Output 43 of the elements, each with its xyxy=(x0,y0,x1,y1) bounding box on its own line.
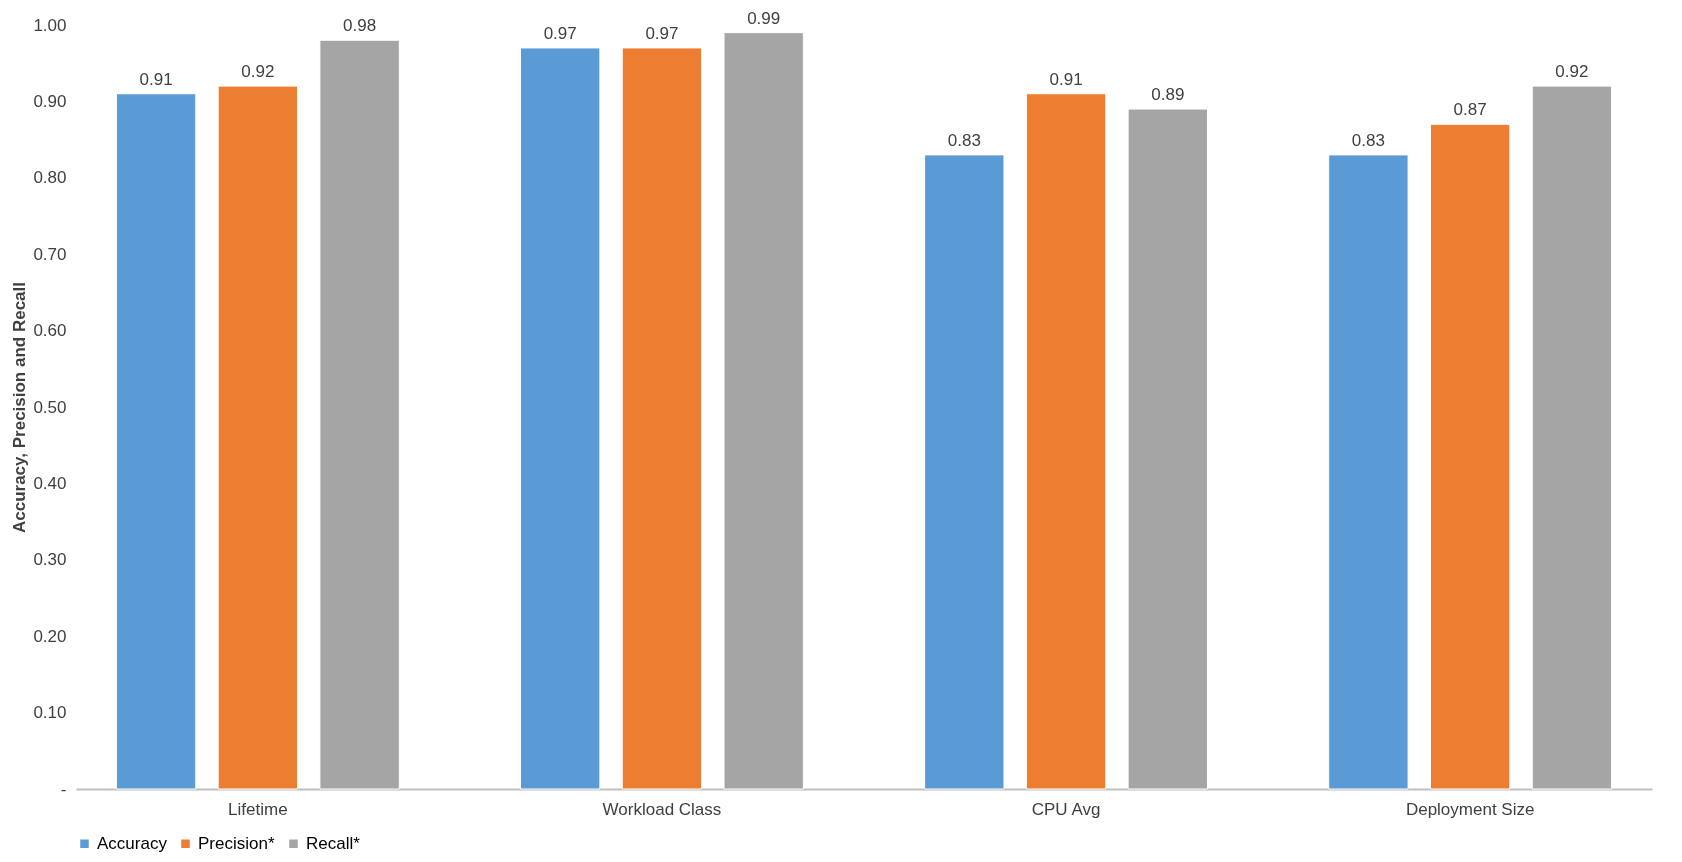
data-label: 0.99 xyxy=(747,8,781,28)
data-label: 0.87 xyxy=(1453,100,1487,120)
y-tick-label: 0.50 xyxy=(33,397,67,417)
y-axis-title: Accuracy, Precision and Recall xyxy=(10,281,30,534)
bar xyxy=(1025,93,1107,790)
x-tick-label: Lifetime xyxy=(228,799,288,819)
bar xyxy=(924,154,1005,790)
bar xyxy=(520,47,601,790)
bar xyxy=(1429,123,1511,790)
data-label: 0.83 xyxy=(947,130,981,150)
data-label: 0.97 xyxy=(645,23,679,43)
data-label: 0.92 xyxy=(1555,62,1589,82)
bar xyxy=(115,93,197,790)
data-label: 0.83 xyxy=(1351,130,1385,150)
legend-label: Precision* xyxy=(198,833,275,853)
y-tick-label: 0.10 xyxy=(33,703,67,723)
legend-label: Recall* xyxy=(306,833,361,853)
y-tick-label: 0.30 xyxy=(33,550,67,570)
data-label: 0.92 xyxy=(241,62,275,82)
y-tick-label: 0.60 xyxy=(33,321,67,341)
data-label: 0.91 xyxy=(139,69,173,89)
data-label: 0.98 xyxy=(343,16,377,36)
bar xyxy=(1328,154,1409,790)
y-tick-label: 0.70 xyxy=(33,244,67,264)
y-tick-label: 1.00 xyxy=(33,15,67,35)
bar xyxy=(1127,108,1208,790)
y-tick-label: - xyxy=(60,779,67,799)
y-tick-label: 0.80 xyxy=(33,168,67,188)
data-label: 0.91 xyxy=(1049,69,1083,89)
y-tick-label: 0.20 xyxy=(33,626,67,646)
bar xyxy=(1531,85,1613,790)
bar xyxy=(621,47,703,790)
y-tick-label: 0.90 xyxy=(33,91,67,111)
data-label: 0.97 xyxy=(543,23,577,43)
y-tick-label: 0.40 xyxy=(33,473,67,493)
x-tick-label: Workload Class xyxy=(602,799,722,819)
bar xyxy=(217,85,299,790)
legend-label: Accuracy xyxy=(97,833,168,853)
bar xyxy=(723,32,804,790)
x-tick-label: Deployment Size xyxy=(1405,799,1535,819)
bar xyxy=(319,39,400,790)
x-tick-label: CPU Avg xyxy=(1031,799,1101,819)
data-label: 0.89 xyxy=(1151,85,1185,105)
